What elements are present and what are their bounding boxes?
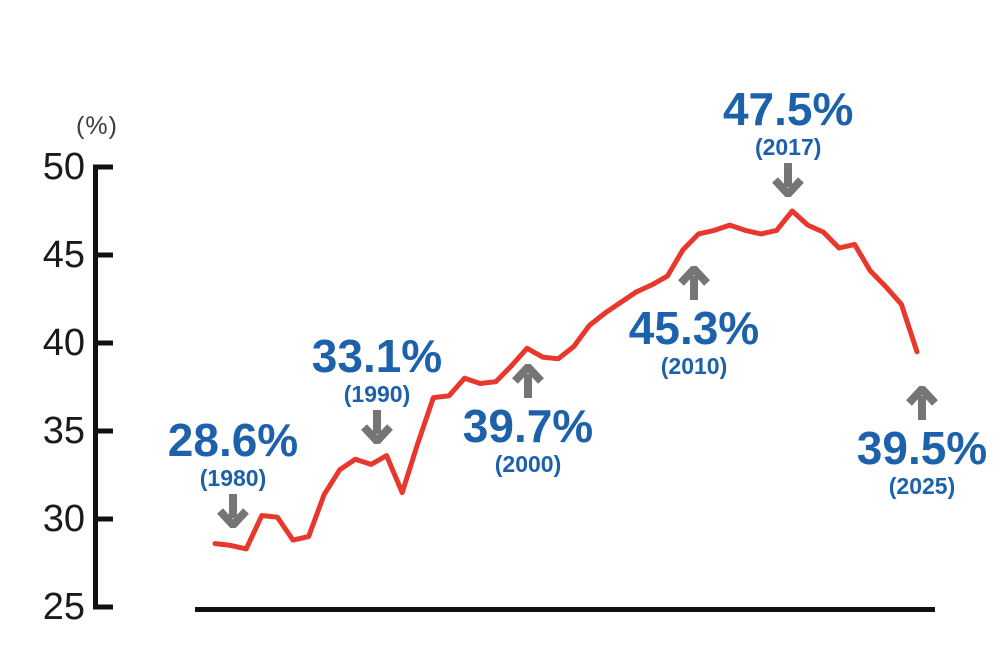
arrow-down-icon — [361, 410, 393, 445]
y-axis-tick-label: 50 — [42, 146, 85, 188]
annotation-2017: 47.5% (2017) — [693, 85, 883, 201]
annotation-value: 28.6% — [167, 413, 299, 466]
annotation-2010: 45.3% (2010) — [599, 262, 789, 378]
arrow-up-icon — [906, 385, 938, 420]
annotation-value: 39.5% — [856, 421, 988, 474]
arrow-down-icon — [217, 493, 249, 528]
arrow-up-icon — [678, 265, 710, 300]
annotation-2025: 39.5% (2025) — [827, 382, 1000, 498]
arrow-up-icon — [512, 364, 544, 399]
y-axis-unit-label: (%) — [76, 112, 118, 140]
y-axis-tick-label: 45 — [42, 234, 85, 276]
y-axis-tick-label: 35 — [42, 410, 85, 452]
arrow-part — [512, 364, 544, 384]
annotation-year-label: (1980) — [199, 464, 267, 491]
annotation-1990: 33.1% (1990) — [282, 332, 472, 448]
annotation-value: 39.7% — [462, 400, 594, 453]
arrow-part — [678, 265, 710, 286]
arrow-part — [217, 507, 249, 528]
annotation-year-label: (1990) — [343, 381, 411, 408]
y-axis-tick-label: 25 — [42, 586, 85, 628]
arrow-down-icon — [772, 163, 805, 197]
annotation-1980: 28.6% (1980) — [138, 416, 328, 532]
annotation-2000: 39.7% (2000) — [433, 360, 623, 476]
annotation-year-label: (2010) — [660, 352, 728, 379]
y-axis-tick-label: 40 — [42, 322, 85, 364]
data-series-line — [212, 208, 920, 552]
annotation-value: 45.3% — [628, 301, 760, 354]
annotation-value: 47.5% — [722, 83, 854, 135]
arrow-part — [772, 177, 805, 197]
annotation-year-label: (2025) — [888, 472, 956, 499]
y-axis-tick-label: 30 — [42, 498, 85, 540]
arrow-part — [361, 424, 393, 445]
annotation-value: 33.1% — [311, 330, 443, 383]
arrow-part — [906, 385, 938, 406]
annotation-year-label: (2017) — [754, 134, 822, 160]
annotation-year-label: (2000) — [494, 451, 562, 478]
